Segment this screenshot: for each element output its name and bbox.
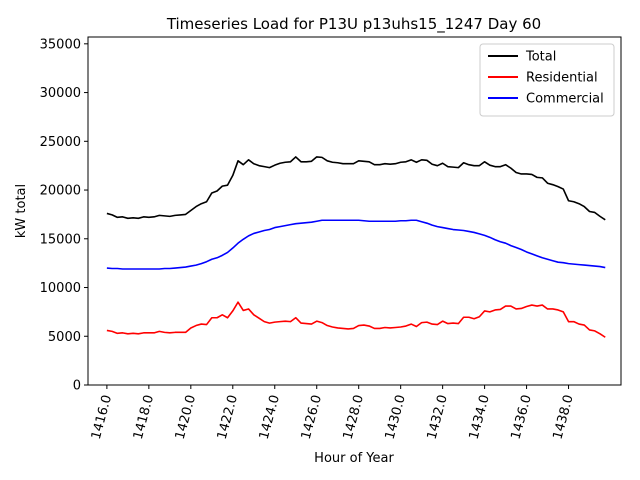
y-tick-label: 15000 <box>40 232 81 247</box>
y-tick-label: 30000 <box>40 86 81 101</box>
y-tick-label: 25000 <box>40 135 81 150</box>
y-tick-label: 35000 <box>40 37 81 52</box>
legend-label-residential: Residential <box>526 71 598 86</box>
plot-frame <box>87 36 622 386</box>
y-axis-ticks: 0 5000 10000 15000 20000 25000 30000 35000 <box>40 37 88 394</box>
y-tick-label: 5000 <box>48 330 81 345</box>
legend: Total Residential Commercial <box>479 43 615 117</box>
y-tick-label: 0 <box>73 379 81 394</box>
series-line-total <box>106 156 606 221</box>
chart-title: Timeseries Load for P13U p13uhs15_1247 D… <box>166 15 541 34</box>
legend-entries: Total Residential Commercial <box>488 50 604 107</box>
legend-label-total: Total <box>525 50 556 65</box>
series-layer <box>106 156 606 338</box>
x-axis-label: Hour of Year <box>314 451 394 466</box>
legend-label-commercial: Commercial <box>526 92 604 107</box>
y-tick-label: 10000 <box>40 281 81 296</box>
y-tick-label: 20000 <box>40 184 81 199</box>
series-line-commercial <box>106 219 606 270</box>
y-axis-label: kW total <box>14 184 29 238</box>
series-line-residential <box>106 301 606 338</box>
